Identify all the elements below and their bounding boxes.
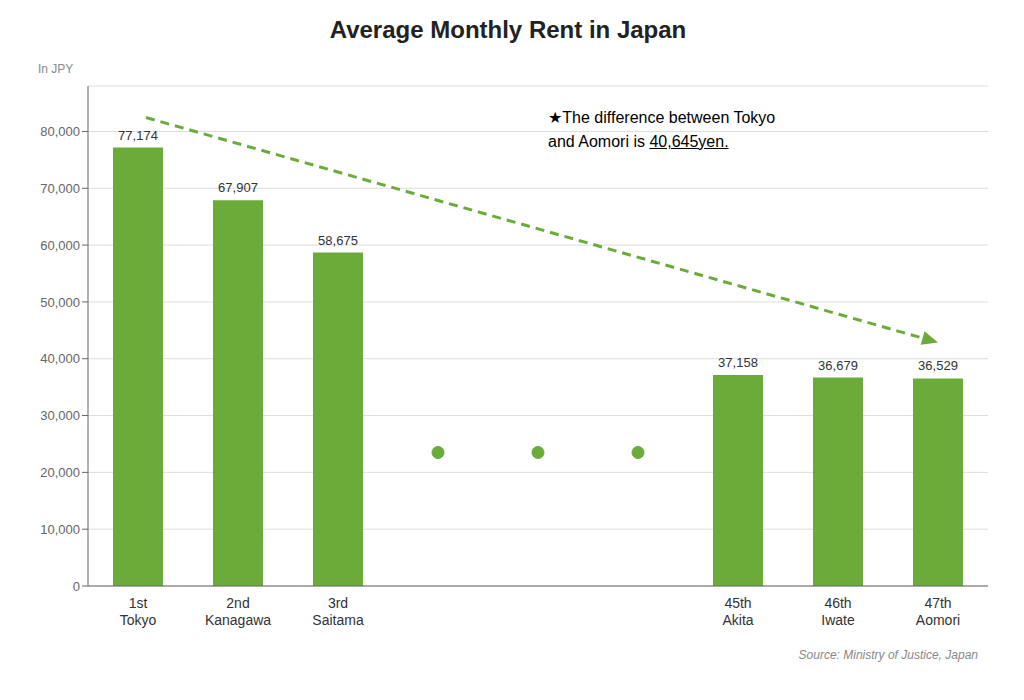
svg-text:36,529: 36,529	[918, 358, 958, 373]
html-text:★The difference between Tokyo: ★The difference between Tokyo	[548, 109, 776, 126]
html-text:Source: Ministry of Justice, J: Source: Ministry of Justice, Japan	[798, 648, 978, 662]
html-text:Average Monthly Rent in Japan: Average Monthly Rent in Japan	[329, 16, 687, 43]
svg-text:0: 0	[73, 579, 80, 594]
svg-text:50,000: 50,000	[40, 295, 80, 310]
html-text:In JPY: In JPY	[38, 62, 74, 76]
svg-text:60,000: 60,000	[40, 238, 80, 253]
svg-text:46th: 46th	[824, 595, 851, 611]
svg-text:58,675: 58,675	[318, 233, 358, 248]
svg-text:45th: 45th	[724, 595, 751, 611]
svg-text:67,907: 67,907	[218, 180, 258, 195]
svg-text:30,000: 30,000	[40, 408, 80, 423]
svg-text:77,174: 77,174	[118, 128, 158, 143]
svg-text:37,158: 37,158	[718, 355, 758, 370]
svg-text:3rd: 3rd	[328, 595, 348, 611]
svg-text:47th: 47th	[924, 595, 951, 611]
svg-text:40,000: 40,000	[40, 351, 80, 366]
html-text:and Aomori is 40,645yen.: and Aomori is 40,645yen.	[548, 133, 729, 150]
svg-text:Tokyo: Tokyo	[120, 612, 157, 628]
svg-text:70,000: 70,000	[40, 181, 80, 196]
svg-text:10,000: 10,000	[40, 522, 80, 537]
svg-text:Iwate: Iwate	[821, 612, 855, 628]
svg-text:Akita: Akita	[722, 612, 753, 628]
svg-text:36,679: 36,679	[818, 358, 858, 373]
svg-text:2nd: 2nd	[226, 595, 249, 611]
svg-text:Kanagawa: Kanagawa	[205, 612, 271, 628]
svg-text:1st: 1st	[129, 595, 148, 611]
svg-text:Aomori: Aomori	[916, 612, 960, 628]
svg-text:80,000: 80,000	[40, 124, 80, 139]
svg-text:Saitama: Saitama	[312, 612, 364, 628]
svg-text:20,000: 20,000	[40, 465, 80, 480]
